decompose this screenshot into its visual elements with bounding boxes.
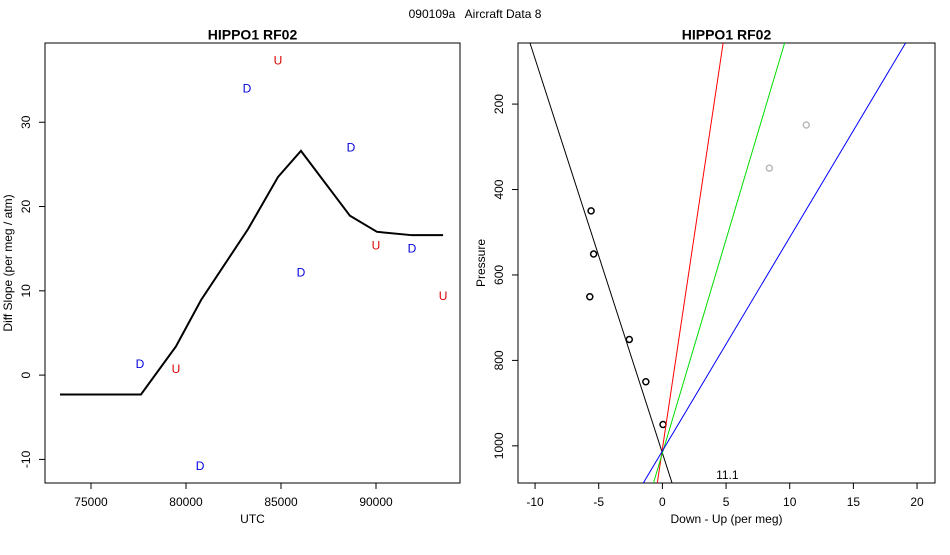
y-tick-label: 1000 — [492, 432, 506, 459]
y-axis-label: Pressure — [474, 239, 488, 287]
y-tick-label: 30 — [19, 115, 33, 129]
plot-box — [44, 42, 461, 484]
y-tick-label: 400 — [492, 179, 506, 199]
point — [625, 335, 634, 344]
y-tick-label: 600 — [492, 265, 506, 285]
x-tick-label: 0 — [659, 495, 666, 509]
x-tick-label: 75000 — [74, 495, 108, 509]
point-label: U — [172, 362, 181, 376]
point-label: D — [136, 357, 145, 371]
page-title: 090109a Aircraft Data 8 — [409, 7, 542, 21]
y-tick-label: 20 — [19, 200, 33, 214]
point-label: D — [297, 265, 306, 279]
x-tick-label: 90000 — [359, 495, 393, 509]
y-tick-label: 0 — [19, 371, 33, 378]
y-tick-label: 800 — [492, 350, 506, 370]
point-label: D — [408, 242, 417, 256]
line — [656, 43, 724, 483]
line — [529, 43, 673, 483]
point — [587, 207, 595, 215]
x-axis-label: UTC — [240, 512, 265, 526]
x-tick-label: 20 — [910, 495, 924, 509]
annotation: 11.1 — [716, 468, 739, 482]
point — [802, 121, 811, 129]
point-label: D — [347, 141, 356, 155]
x-tick-label: 85000 — [264, 495, 298, 509]
x-tick-label: -5 — [593, 495, 604, 509]
point-label: U — [372, 238, 381, 252]
point — [659, 420, 667, 429]
point — [765, 164, 774, 172]
x-tick-label: 5 — [723, 495, 730, 509]
line — [652, 43, 786, 483]
chart-title: HIPPO1 RF02 — [208, 27, 298, 43]
point-label: D — [243, 82, 252, 96]
point — [589, 250, 598, 258]
x-tick-label: 10 — [783, 495, 797, 509]
plot-box — [517, 42, 936, 484]
point-label: U — [439, 289, 448, 303]
point — [642, 378, 650, 386]
y-tick-label: 200 — [492, 94, 506, 114]
y-tick-label: 10 — [19, 284, 33, 298]
line — [60, 149, 444, 396]
point — [586, 292, 594, 301]
y-tick-label: -10 — [19, 450, 33, 468]
x-tick-label: -10 — [526, 495, 544, 509]
x-tick-label: 15 — [847, 495, 861, 509]
point-label: U — [274, 54, 283, 68]
x-axis-label: Down - Up (per meg) — [670, 512, 782, 526]
chart-title: HIPPO1 RF02 — [682, 27, 772, 43]
y-axis-label: Diff Slope (per meg / atm) — [1, 194, 15, 331]
x-tick-label: 80000 — [169, 495, 203, 509]
point-label: D — [196, 459, 205, 473]
line — [642, 43, 907, 483]
